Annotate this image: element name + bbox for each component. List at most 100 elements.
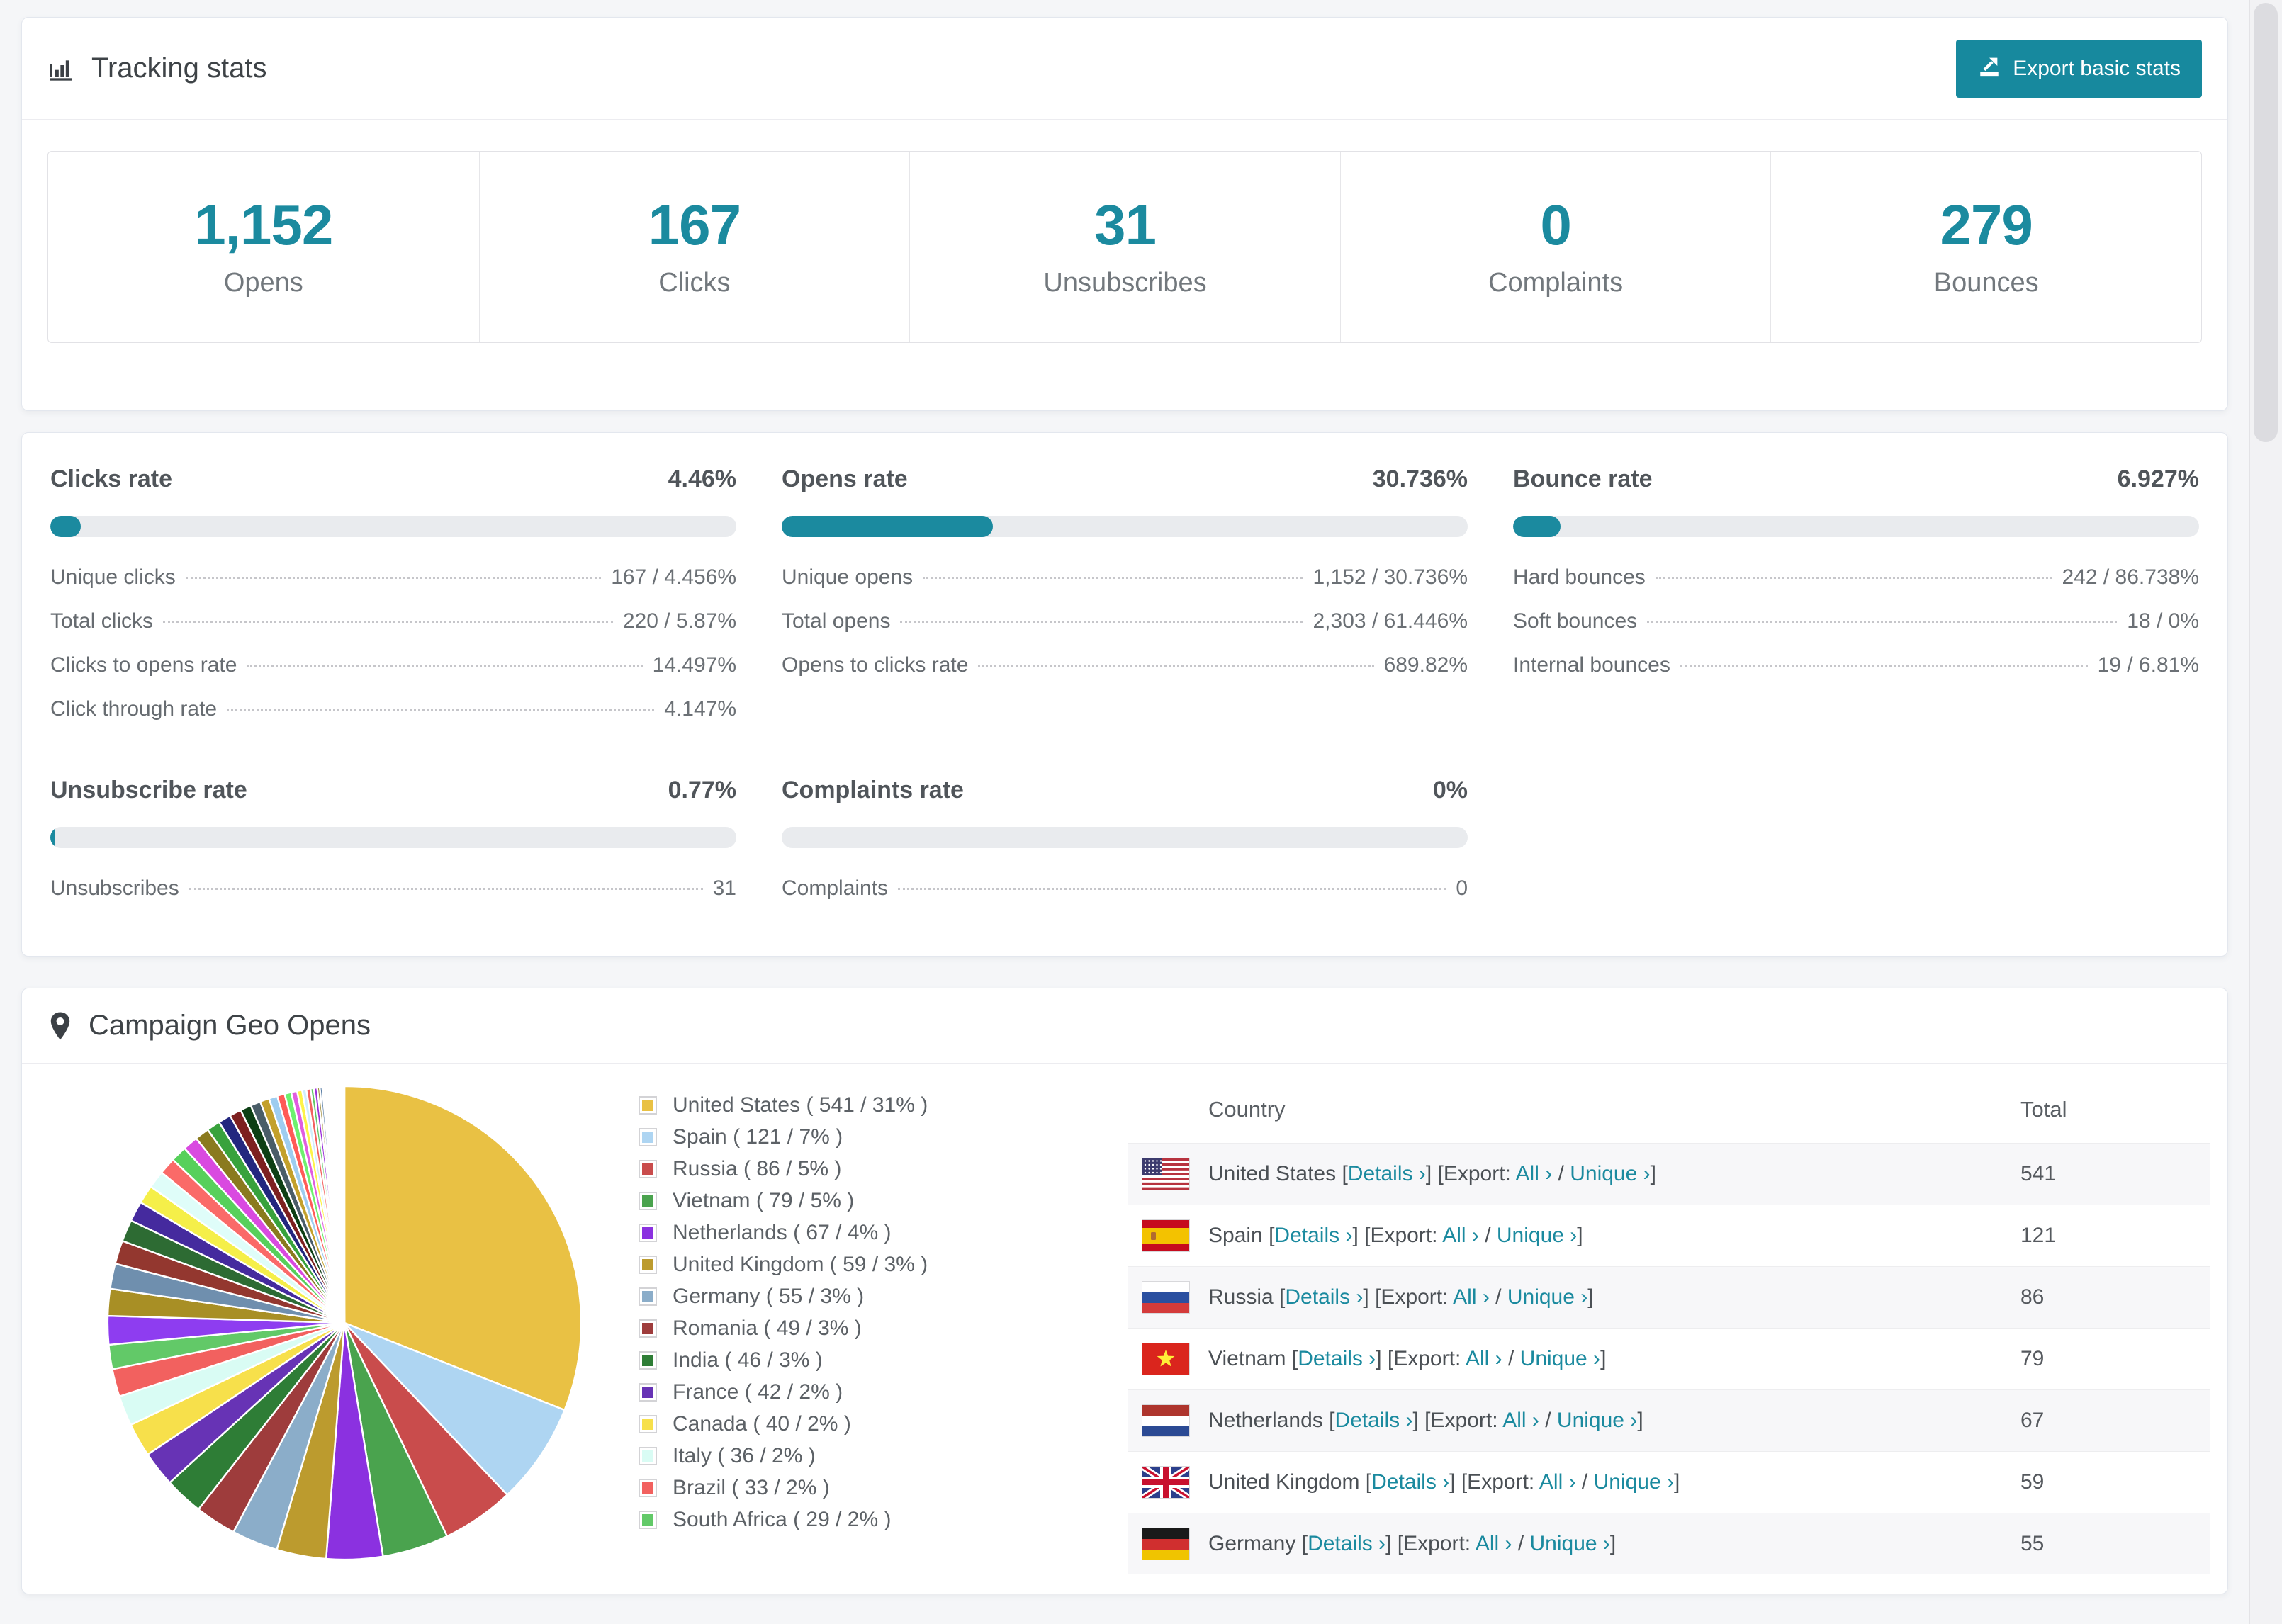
- rate-title: Complaints rate: [782, 777, 964, 803]
- rate-title: Bounce rate: [1513, 466, 1653, 492]
- export-all-link[interactable]: All ›: [1502, 1409, 1539, 1432]
- table-row-ru: Russia [Details ›] [Export: All › / Uniq…: [1128, 1266, 2210, 1328]
- details-link[interactable]: Details ›: [1347, 1162, 1426, 1185]
- stat-label: Complaints: [1488, 268, 1624, 298]
- export-unique-link[interactable]: Unique ›: [1556, 1409, 1638, 1432]
- geo-table-header: Country Total: [1128, 1076, 2210, 1143]
- rate-detail-label: Total clicks: [50, 609, 154, 633]
- rates-card: Clicks rate 4.46% Unique clicks 167 / 4.456…: [21, 432, 2228, 957]
- legend-swatch: [639, 1351, 657, 1370]
- rate-detail-row: Internal bounces 19 / 6.81%: [1513, 653, 2199, 677]
- tracking-stats-card: Tracking stats Export basic stats 1,152 O…: [21, 17, 2228, 411]
- export-unique-link[interactable]: Unique ›: [1593, 1470, 1674, 1494]
- flag-icon-de: [1142, 1528, 1190, 1560]
- total-cell: 59: [2020, 1470, 2045, 1494]
- legend-item-united-kingdom: United Kingdom ( 59 / 3% ): [639, 1253, 1128, 1277]
- page-content: Tracking stats Export basic stats 1,152 O…: [21, 0, 2228, 1594]
- rate-column-clicks-rate: Clicks rate 4.46% Unique clicks 167 / 4.456…: [50, 466, 736, 721]
- rates-grid: Clicks rate 4.46% Unique clicks 167 / 4.456…: [50, 466, 2199, 901]
- legend-item-brazil: Brazil ( 33 / 2% ): [639, 1476, 1128, 1500]
- geo-legend: United States ( 541 / 31% ) Spain ( 121 /…: [639, 1068, 1128, 1594]
- export-all-link[interactable]: All ›: [1539, 1470, 1576, 1494]
- rate-detail-label: Unique clicks: [50, 565, 176, 589]
- dotted-leader: [1655, 577, 2052, 579]
- details-link[interactable]: Details ›: [1308, 1532, 1386, 1555]
- country-cell: Vietnam [Details ›] [Export: All › / Uni…: [1208, 1347, 1607, 1370]
- rate-detail-row: Total opens 2,303 / 61.446%: [782, 609, 1468, 633]
- table-row-gb: United Kingdom [Details ›] [Export: All …: [1128, 1451, 2210, 1513]
- page-scrollbar[interactable]: [2249, 0, 2282, 1624]
- export-all-link[interactable]: All ›: [1475, 1532, 1512, 1555]
- legend-label: United States ( 541 / 31% ): [673, 1093, 928, 1117]
- country-cell: United Kingdom [Details ›] [Export: All …: [1208, 1470, 1680, 1494]
- legend-swatch: [639, 1096, 657, 1115]
- export-all-link[interactable]: All ›: [1442, 1224, 1479, 1247]
- country-name: Russia: [1208, 1285, 1280, 1309]
- export-basic-stats-button[interactable]: Export basic stats: [1956, 39, 2202, 98]
- page-scrollbar-thumb[interactable]: [2254, 3, 2278, 442]
- dotted-leader: [900, 621, 1303, 623]
- pie-slice-united-states[interactable]: [343, 1085, 583, 1411]
- rate-percent: 0.77%: [668, 777, 736, 803]
- export-unique-link[interactable]: Unique ›: [1519, 1347, 1601, 1370]
- total-cell: 121: [2020, 1224, 2057, 1247]
- country-name: United Kingdom: [1208, 1470, 1366, 1494]
- geo-opens-card: Campaign Geo Opens United States ( 541 /…: [21, 988, 2228, 1594]
- total-column-header: Total: [2020, 1097, 2067, 1122]
- rate-progress-track: [50, 516, 736, 537]
- details-link[interactable]: Details ›: [1334, 1409, 1413, 1432]
- rate-column-opens-rate: Opens rate 30.736% Unique opens 1,152 / 30.…: [782, 466, 1468, 721]
- export-all-link[interactable]: All ›: [1453, 1285, 1490, 1309]
- stat-label: Clicks: [658, 268, 731, 298]
- pie-slice-spain[interactable]: [344, 1321, 566, 1496]
- rate-detail-value: 220 / 5.87%: [622, 609, 736, 633]
- stat-value: 167: [648, 193, 741, 256]
- dotted-leader: [247, 665, 643, 667]
- dotted-leader: [1647, 621, 2118, 623]
- export-unique-link[interactable]: Unique ›: [1529, 1532, 1610, 1555]
- rate-detail-value: 4.147%: [664, 697, 736, 721]
- legend-label: Italy ( 36 / 2% ): [673, 1444, 816, 1467]
- legend-swatch: [639, 1224, 657, 1242]
- rate-percent: 30.736%: [1372, 466, 1468, 492]
- table-row-es: Spain [Details ›] [Export: All › / Uniqu…: [1128, 1205, 2210, 1266]
- country-name: Spain: [1208, 1224, 1269, 1247]
- rate-title: Unsubscribe rate: [50, 777, 247, 803]
- export-all-link[interactable]: All ›: [1515, 1162, 1553, 1185]
- rate-progress-fill: [782, 516, 993, 537]
- rate-detail-label: Unsubscribes: [50, 876, 179, 900]
- rate-detail-row: Clicks to opens rate 14.497%: [50, 653, 736, 677]
- stat-value: 31: [1094, 193, 1157, 256]
- export-unique-link[interactable]: Unique ›: [1507, 1285, 1588, 1309]
- rate-detail-value: 19 / 6.81%: [2097, 653, 2199, 677]
- dotted-leader: [189, 888, 703, 890]
- legend-swatch: [639, 1511, 657, 1529]
- legend-item-india: India ( 46 / 3% ): [639, 1348, 1128, 1372]
- rate-percent: 0%: [1432, 777, 1468, 803]
- dotted-leader: [227, 709, 655, 711]
- stats-summary-row: 1,152 Opens 167 Clicks 31 Unsubscribes 0 Compla…: [47, 151, 2202, 343]
- tracking-stats-title-group: Tracking stats: [47, 52, 266, 84]
- rate-progress-track: [782, 827, 1468, 848]
- export-unique-link[interactable]: Unique ›: [1496, 1224, 1578, 1247]
- details-link[interactable]: Details ›: [1274, 1224, 1353, 1247]
- details-link[interactable]: Details ›: [1298, 1347, 1376, 1370]
- legend-label: India ( 46 / 3% ): [673, 1348, 823, 1372]
- details-link[interactable]: Details ›: [1371, 1470, 1450, 1494]
- rate-detail-value: 14.497%: [652, 653, 736, 677]
- legend-item-france: France ( 42 / 2% ): [639, 1380, 1128, 1404]
- stat-value: 1,152: [194, 193, 333, 256]
- export-all-link[interactable]: All ›: [1465, 1347, 1502, 1370]
- rate-detail-label: Soft bounces: [1513, 609, 1638, 633]
- details-link[interactable]: Details ›: [1285, 1285, 1364, 1309]
- country-name: Netherlands: [1208, 1409, 1330, 1432]
- legend-label: Germany ( 55 / 3% ): [673, 1285, 865, 1308]
- country-name: Vietnam: [1208, 1347, 1292, 1370]
- export-unique-link[interactable]: Unique ›: [1570, 1162, 1651, 1185]
- table-row-de: Germany [Details ›] [Export: All › / Uni…: [1128, 1513, 2210, 1574]
- rate-progress-track: [1513, 516, 2199, 537]
- legend-label: Vietnam ( 79 / 5% ): [673, 1189, 855, 1212]
- geo-table-rows: United States [Details ›] [Export: All ›…: [1128, 1143, 2210, 1574]
- legend-label: Russia ( 86 / 5% ): [673, 1157, 842, 1180]
- bar-chart-icon: [47, 55, 76, 83]
